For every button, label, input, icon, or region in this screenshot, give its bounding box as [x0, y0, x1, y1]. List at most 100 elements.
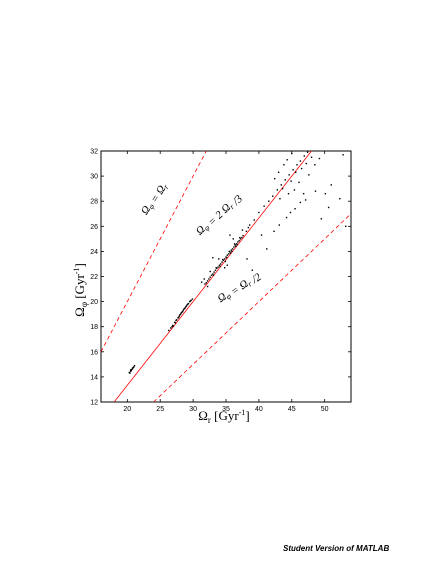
data-point: [240, 284, 242, 286]
data-point: [227, 253, 230, 255]
data-point: [308, 174, 310, 176]
data-point: [224, 260, 227, 263]
data-point: [279, 197, 281, 200]
x-tick-label: 40: [255, 406, 263, 413]
data-point: [172, 325, 175, 327]
data-point: [189, 300, 192, 302]
line-label-two-thirds: Ωφ = 2 Ωr /3: [194, 190, 246, 241]
data-point: [133, 364, 136, 367]
x-tick-label: 35: [222, 406, 230, 413]
data-point: [299, 201, 302, 204]
data-point: [285, 216, 288, 219]
y-tick-label: 16: [90, 349, 98, 356]
data-point: [289, 211, 292, 214]
data-point: [284, 179, 286, 181]
data-point: [324, 192, 327, 195]
y-tick-label: 20: [90, 299, 98, 306]
data-point: [327, 206, 330, 209]
y-tick-label: 22: [90, 274, 98, 281]
data-point: [298, 181, 300, 184]
data-point: [171, 326, 173, 328]
data-point: [180, 312, 182, 314]
data-point: [304, 199, 307, 201]
data-point: [205, 282, 207, 284]
data-point: [286, 159, 288, 161]
data-point: [213, 271, 215, 273]
data-point: [179, 314, 181, 316]
data-point: [177, 316, 180, 318]
data-point: [258, 211, 260, 214]
y-tick-label: 30: [90, 174, 98, 181]
data-point: [339, 197, 341, 200]
data-point: [236, 243, 238, 246]
data-point: [129, 372, 131, 374]
data-point: [303, 155, 305, 157]
data-point: [200, 281, 203, 283]
data-point: [229, 234, 231, 236]
data-point: [226, 264, 229, 266]
data-point: [345, 225, 347, 227]
data-point: [212, 256, 214, 259]
y-tick-label: 32: [90, 149, 98, 156]
data-point: [239, 236, 241, 239]
data-point: [204, 283, 206, 285]
data-point: [208, 278, 210, 280]
data-point: [233, 246, 235, 248]
data-point: [263, 205, 265, 207]
data-point: [235, 245, 237, 248]
data-point: [238, 240, 240, 242]
data-point: [215, 267, 217, 269]
reference-line-2: [153, 213, 352, 403]
data-point: [209, 270, 211, 273]
data-point: [217, 266, 219, 268]
data-point: [306, 151, 309, 153]
data-point: [206, 280, 209, 282]
data-point: [226, 254, 229, 256]
data-point: [175, 319, 178, 321]
data-point: [174, 322, 177, 324]
data-point: [277, 171, 280, 174]
y-tick-label: 28: [90, 199, 98, 206]
data-point: [278, 224, 280, 226]
data-point: [237, 241, 239, 243]
data-point: [233, 243, 236, 245]
data-point: [295, 171, 297, 174]
line-label-half: Ωφ = Ωr /2: [215, 268, 264, 309]
data-point: [241, 229, 244, 231]
data-point: [183, 308, 185, 310]
x-tick-label: 20: [123, 406, 131, 413]
data-point: [281, 187, 284, 190]
data-point: [185, 305, 188, 307]
data-point: [221, 261, 223, 263]
reference-line-0: [100, 150, 207, 352]
data-point: [300, 167, 303, 170]
data-point: [170, 327, 172, 329]
data-point: [222, 258, 224, 261]
data-point: [129, 369, 132, 371]
data-point: [203, 278, 205, 280]
x-tick-label: 30: [189, 406, 197, 413]
data-point: [184, 307, 186, 309]
data-point: [223, 267, 226, 269]
data-point: [230, 249, 232, 251]
plot-frame: [100, 150, 352, 403]
data-point: [302, 192, 305, 195]
data-point: [219, 265, 221, 268]
y-tick-label: 24: [90, 249, 98, 256]
data-point: [294, 208, 296, 210]
footer-watermark: Student Version of MATLAB: [283, 544, 390, 553]
data-point: [283, 164, 285, 166]
data-point: [182, 309, 184, 312]
x-tick-label: 50: [321, 406, 329, 413]
data-point: [209, 276, 211, 278]
data-point: [299, 160, 302, 162]
data-point: [273, 230, 275, 233]
data-point: [293, 189, 296, 191]
data-point: [218, 264, 221, 266]
data-point: [223, 258, 226, 260]
data-point: [212, 274, 215, 276]
data-point: [234, 244, 236, 246]
data-point: [229, 252, 232, 254]
data-point: [273, 177, 276, 180]
